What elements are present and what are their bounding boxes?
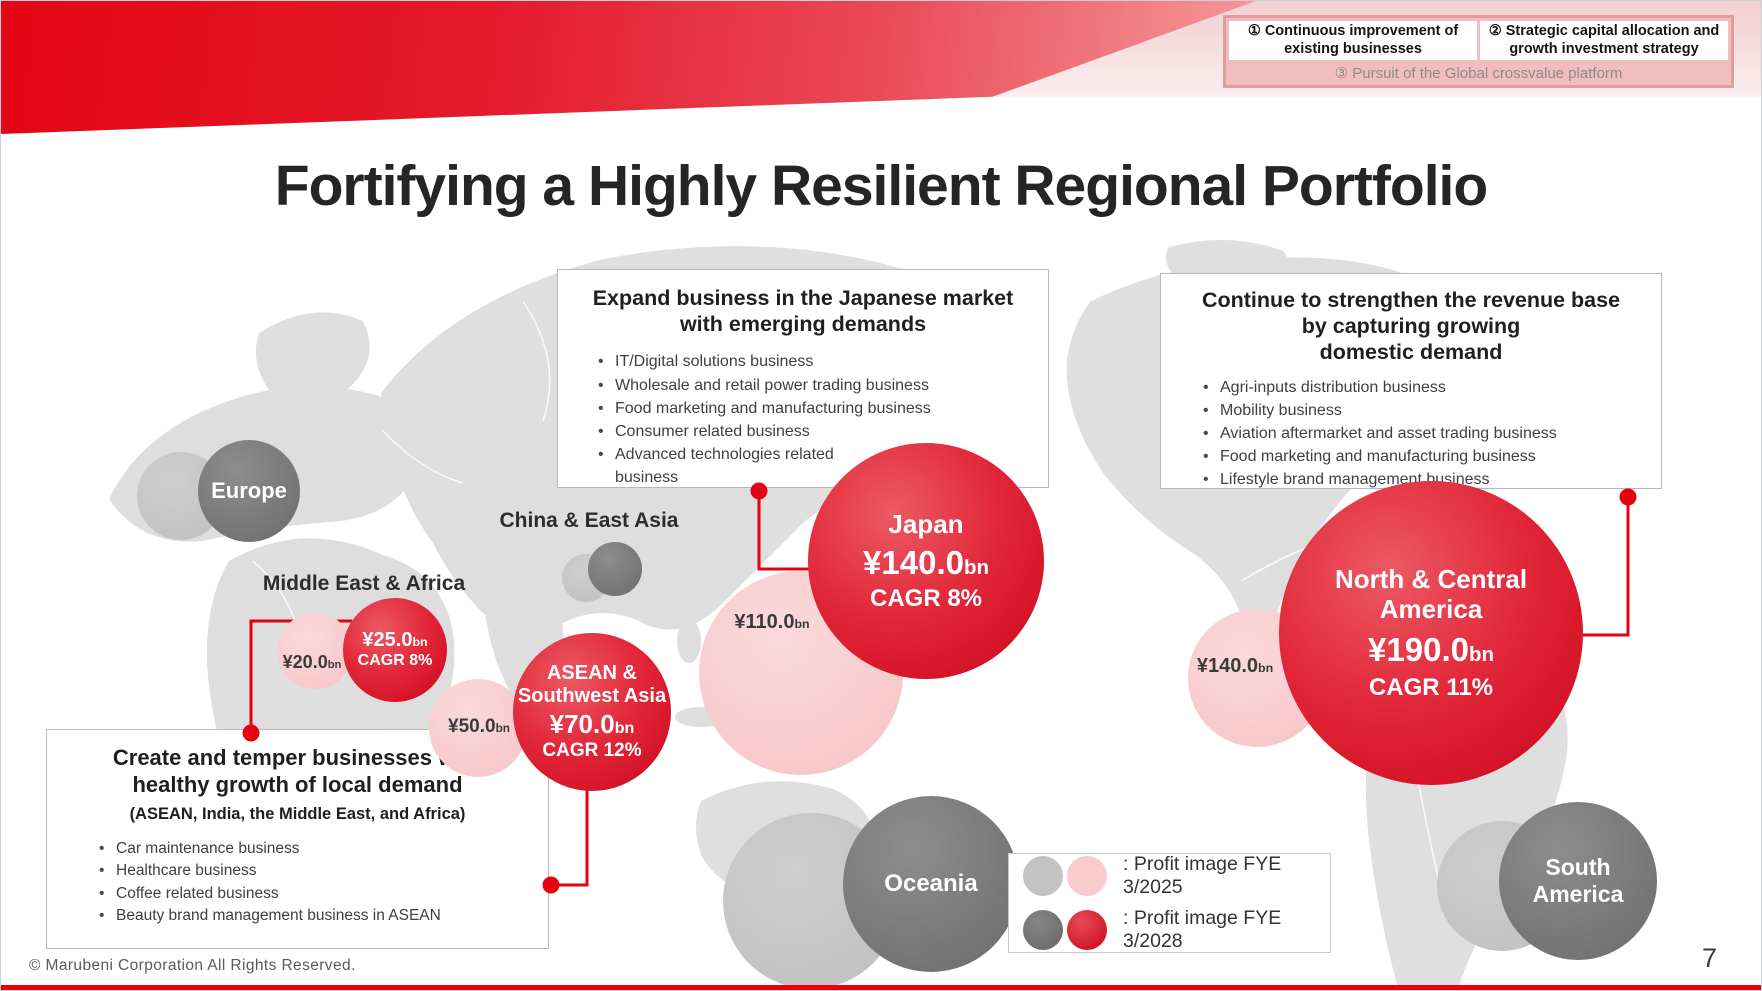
legend: : Profit image FYE 3/2025 : Profit image…	[1008, 853, 1331, 953]
bottom-accent-bar	[1, 985, 1761, 990]
north-central-america-cagr: CAGR 11%	[1368, 673, 1494, 701]
legend-row-2025: : Profit image FYE 3/2025	[1023, 853, 1330, 899]
japan-callout-title: Expand business in the Japanese market w…	[592, 286, 1014, 337]
middle-east-africa-cagr: CAGR 8%	[357, 652, 433, 670]
legend-red-circle-icon	[1067, 910, 1107, 950]
south-america-circle: South America	[1499, 802, 1657, 960]
copyright: © Marubeni Corporation All Rights Reserv…	[29, 957, 356, 974]
list-item: Advanced technologies related business	[598, 443, 845, 489]
asean-cagr: CAGR 12%	[542, 739, 642, 761]
list-item: Car maintenance business	[99, 838, 548, 861]
north-central-america-label-line1: North & Central	[1334, 563, 1528, 594]
asean-future-circle: ASEAN & Southwest Asia ¥70.0bn CAGR 12%	[513, 633, 671, 791]
list-item: Aviation aftermarket and asset trading b…	[1203, 422, 1661, 445]
south-america-label-line1: South	[1545, 853, 1611, 880]
south-america-label-line2: America	[1532, 881, 1624, 907]
asean-label-line1: ASEAN &	[546, 661, 637, 684]
asean-current-circle	[429, 679, 527, 777]
europe-label: Europe	[211, 478, 287, 504]
oceania-label: Oceania	[884, 869, 978, 897]
list-item: Healthcare business	[99, 860, 548, 883]
legend-gray-circle-icon	[1023, 856, 1063, 896]
legend-pink-circle-icon	[1067, 856, 1107, 896]
strategy-item-3: ③ Pursuit of the Global crossvalue platf…	[1334, 64, 1623, 82]
list-item: Wholesale and retail power trading busin…	[598, 374, 1048, 397]
europe-circle: Europe	[198, 440, 300, 542]
north-central-america-label-line2: America	[1379, 594, 1483, 625]
middle-east-africa-future-value: ¥25.0bn	[362, 628, 428, 651]
japan-cagr: CAGR 8%	[869, 584, 983, 612]
local-demand-callout-list: Car maintenance business Healthcare busi…	[47, 838, 548, 928]
legend-label-2028: : Profit image FYE 3/2028	[1123, 907, 1282, 952]
middle-east-africa-current-circle	[277, 613, 353, 689]
list-item: Mobility business	[1203, 399, 1661, 422]
china-east-asia-region-label: China & East Asia	[499, 509, 679, 532]
local-demand-callout-subtitle: (ASEAN, India, the Middle East, and Afri…	[129, 804, 466, 823]
page-title: Fortifying a Highly Resilient Regional P…	[274, 154, 1488, 218]
japan-label: Japan	[888, 509, 964, 540]
list-item: Beauty brand management business in ASEA…	[99, 905, 548, 928]
strategy-item-2: ② Strategic capital allocation and growt…	[1480, 21, 1728, 60]
middle-east-africa-current-value: ¥20.0bn	[282, 652, 342, 672]
legend-row-2028: : Profit image FYE 3/2028	[1023, 907, 1330, 953]
asean-label-line2: Southwest Asia	[517, 685, 667, 708]
north-central-america-future-value: ¥190.0bn	[1368, 631, 1494, 669]
north-central-america-current-value: ¥140.0bn	[1196, 655, 1274, 677]
japan-future-circle: Japan ¥140.0bn CAGR 8%	[808, 443, 1044, 679]
middle-east-africa-region-label: Middle East & Africa	[262, 572, 466, 595]
page-number: 7	[1701, 943, 1717, 973]
middle-east-africa-future-circle: ¥25.0bn CAGR 8%	[343, 598, 447, 702]
list-item: Food marketing and manufacturing busines…	[598, 397, 1048, 420]
china-east-asia-circle	[588, 542, 642, 596]
strategy-item-1: ① Continuous improvement of existing bus…	[1229, 21, 1477, 60]
asean-current-value: ¥50.0bn	[448, 716, 510, 737]
list-item: Food marketing and manufacturing busines…	[1203, 445, 1661, 468]
north-america-callout-box: Continue to strengthen the revenue base …	[1160, 273, 1662, 492]
north-central-america-future-circle: North & Central America ¥190.0bn CAGR 11…	[1279, 481, 1583, 785]
local-demand-callout-title: Create and temper businesses with health…	[112, 745, 483, 797]
japan-callout-list: IT/Digital solutions business Wholesale …	[558, 350, 1048, 489]
north-america-callout-title: Continue to strengthen the revenue base …	[1201, 288, 1621, 365]
list-item: Coffee related business	[99, 883, 548, 906]
north-america-callout-list: Agri-inputs distribution business Mobili…	[1161, 376, 1661, 492]
japan-future-value: ¥140.0bn	[863, 543, 989, 581]
asean-future-value: ¥70.0bn	[549, 709, 635, 740]
oceania-circle: Oceania	[843, 796, 1019, 972]
legend-label-2025: : Profit image FYE 3/2025	[1123, 853, 1282, 898]
strategy-box: ① Continuous improvement of existing bus…	[1223, 15, 1734, 88]
list-item: Agri-inputs distribution business	[1203, 376, 1661, 399]
list-item: Consumer related business	[598, 420, 1048, 443]
list-item: IT/Digital solutions business	[598, 350, 1048, 373]
legend-dark-gray-circle-icon	[1023, 910, 1063, 950]
japan-current-value: ¥110.0bn	[734, 611, 810, 633]
